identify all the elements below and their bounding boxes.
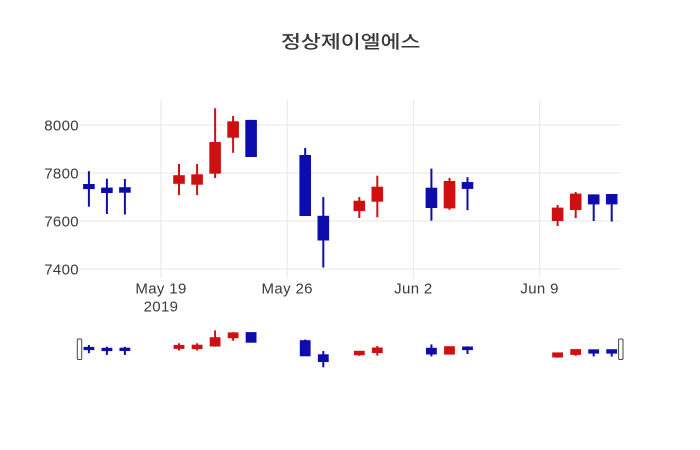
svg-text:2019: 2019: [144, 299, 179, 316]
svg-text:Jun 2: Jun 2: [394, 281, 432, 298]
svg-text:7600: 7600: [44, 213, 79, 230]
svg-text:8000: 8000: [44, 117, 79, 134]
svg-text:Jun 9: Jun 9: [520, 281, 558, 298]
svg-text:May 26: May 26: [262, 281, 313, 298]
svg-text:7400: 7400: [44, 261, 79, 278]
svg-text:May 19: May 19: [135, 281, 186, 298]
svg-text:7800: 7800: [44, 165, 79, 182]
